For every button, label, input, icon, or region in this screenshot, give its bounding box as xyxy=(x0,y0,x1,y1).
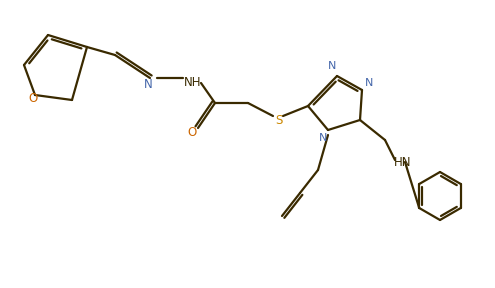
Text: NH: NH xyxy=(184,77,202,90)
Text: O: O xyxy=(188,126,197,139)
Text: HN: HN xyxy=(394,156,412,170)
Text: N: N xyxy=(319,133,327,143)
Text: S: S xyxy=(275,113,283,126)
Text: O: O xyxy=(28,92,38,105)
Text: N: N xyxy=(328,61,336,71)
Text: N: N xyxy=(144,77,152,90)
Text: N: N xyxy=(365,78,373,88)
